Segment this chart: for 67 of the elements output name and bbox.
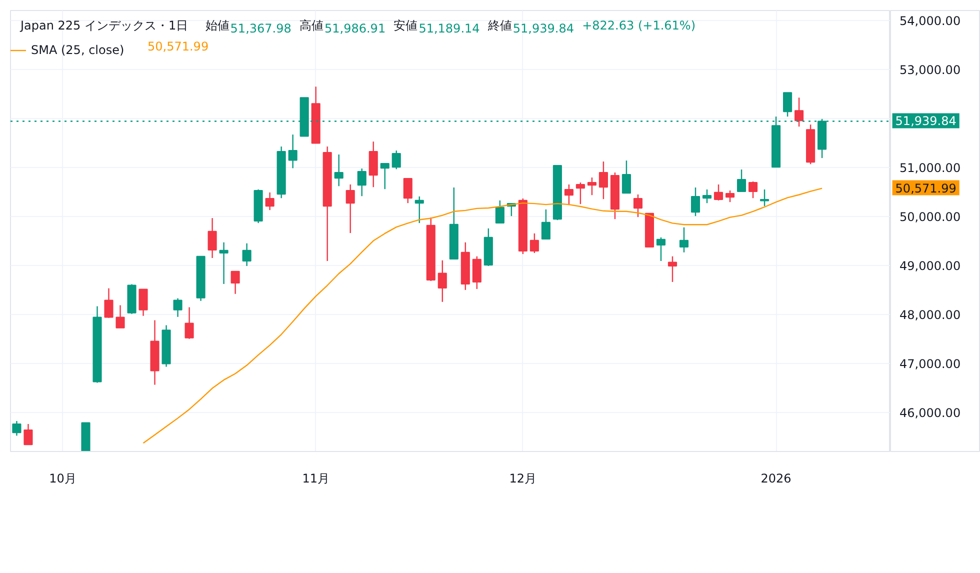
candlestick	[265, 192, 274, 211]
text: Japan 225 インデックス・1日	[20, 18, 188, 32]
candlestick	[288, 134, 298, 169]
ref-line-label: 51,939.84	[895, 114, 956, 128]
candlestick	[184, 306, 194, 340]
annotation: 50,571.99	[148, 40, 209, 54]
candlestick	[403, 178, 412, 204]
candlestick	[633, 194, 642, 218]
x-tick-label: 12月	[509, 472, 537, 486]
y-tick-label: 50,000.00	[900, 210, 961, 224]
annotation: 始値51,367.98	[205, 18, 292, 36]
candlestick	[219, 242, 228, 285]
x-tick-label: 2026	[760, 472, 792, 486]
candlestick	[12, 420, 22, 436]
candlestick	[714, 184, 724, 202]
candlestick	[564, 184, 574, 206]
candlestick	[495, 200, 504, 224]
y-tick-label: 48,000.00	[900, 308, 961, 322]
candlestick	[656, 236, 666, 262]
annotation: 高値51,986.91	[300, 18, 386, 36]
candlestick	[208, 217, 217, 259]
annotation: 終値51,939.84	[486, 18, 574, 36]
candlestick	[392, 150, 401, 170]
candlestick	[622, 160, 631, 194]
y-tick-label: 49,000.00	[900, 258, 961, 273]
candlestick	[438, 260, 447, 303]
candlestick	[357, 168, 366, 197]
candlestick	[414, 196, 424, 224]
candlestick	[541, 208, 550, 240]
y-tick-label: 53,000.00	[900, 62, 961, 77]
candlestick	[334, 154, 344, 187]
y-tick-label: 47,000.00	[900, 356, 961, 371]
candlestick	[598, 160, 608, 200]
y-tick-label: 51,000.00	[900, 160, 961, 175]
candlestick	[116, 304, 125, 328]
candlestick	[725, 190, 735, 203]
candlestick	[368, 140, 378, 188]
candlestick	[748, 180, 758, 199]
candlestick	[104, 288, 114, 318]
candlestick	[173, 298, 182, 318]
y-tick-label: 46,000.00	[900, 406, 961, 420]
legend-label: SMA (25, close)	[31, 43, 124, 57]
candlestick	[230, 270, 240, 295]
candlestick	[702, 188, 712, 204]
candlestick	[690, 186, 700, 217]
candlestick	[783, 92, 792, 118]
candlestick	[346, 184, 355, 234]
candlestick	[242, 242, 252, 267]
candlestick	[679, 226, 689, 253]
candlestick	[736, 168, 746, 192]
line-series	[142, 188, 823, 444]
candlestick	[760, 188, 770, 207]
candlestick	[576, 182, 585, 205]
y-tick-label: 54,000.00	[900, 14, 961, 28]
candlestick	[472, 256, 482, 290]
annotation: 安値51,189.14	[394, 18, 480, 36]
candlestick	[794, 97, 804, 128]
candlestick	[138, 288, 148, 316]
candlestick	[380, 162, 390, 190]
candlestick	[668, 256, 678, 283]
x-tick-label: 10月	[49, 472, 76, 486]
x-tick-label: 11月	[302, 472, 330, 486]
candlestick	[530, 232, 539, 254]
candlestick	[587, 176, 596, 196]
annotation: +822.63 (+1.61%)	[582, 18, 696, 32]
candlestick	[24, 423, 33, 446]
text: 50,571.99	[895, 181, 956, 196]
